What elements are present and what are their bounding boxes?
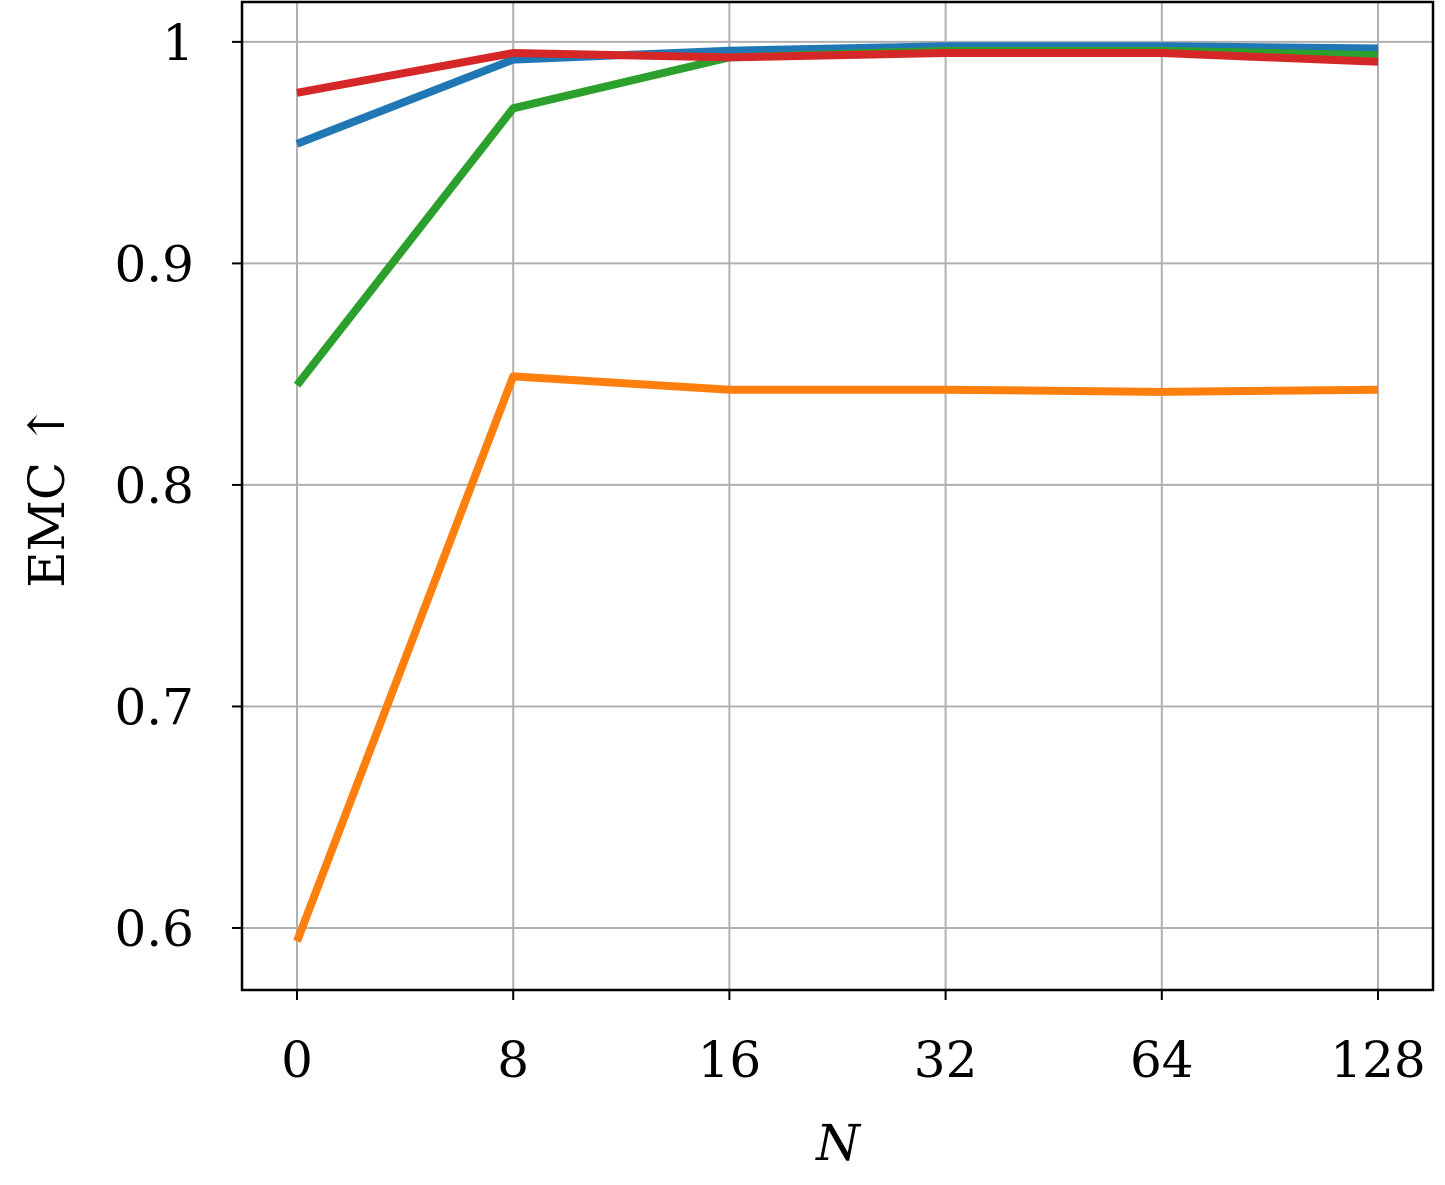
series-group — [293, 42, 1379, 943]
x-tick-label: 64 — [1130, 1031, 1194, 1089]
y-tick-label: 0.6 — [114, 900, 194, 958]
y-axis-label: EMC ↑ — [18, 404, 76, 588]
x-axis-label: N — [815, 1114, 862, 1172]
y-tick-label: 1 — [162, 14, 194, 72]
x-tick-label: 128 — [1330, 1031, 1425, 1089]
y-tick-label: 0.7 — [114, 678, 194, 736]
x-tick-label: 8 — [497, 1031, 529, 1089]
grid — [242, 2, 1433, 990]
series-line-2 — [293, 372, 1379, 943]
x-tick-label: 16 — [698, 1031, 762, 1089]
x-tick-label: 0 — [281, 1031, 313, 1089]
series-line-4 — [296, 49, 1379, 97]
axis-ticks: 0 8 16 32 64 128 0.6 0.7 0.8 0.9 1 — [114, 14, 1425, 1089]
x-tick-label: 32 — [914, 1031, 978, 1089]
y-tick-label: 0.9 — [114, 235, 194, 293]
series-line-3 — [293, 46, 1379, 388]
y-tick-label: 0.8 — [114, 457, 194, 515]
plot-frame — [240, 0, 1435, 992]
series-line-1 — [295, 42, 1379, 148]
